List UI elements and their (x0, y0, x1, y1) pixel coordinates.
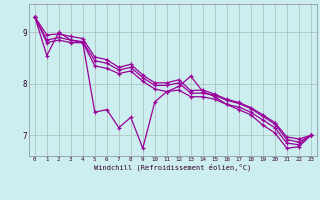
X-axis label: Windchill (Refroidissement éolien,°C): Windchill (Refroidissement éolien,°C) (94, 164, 252, 171)
